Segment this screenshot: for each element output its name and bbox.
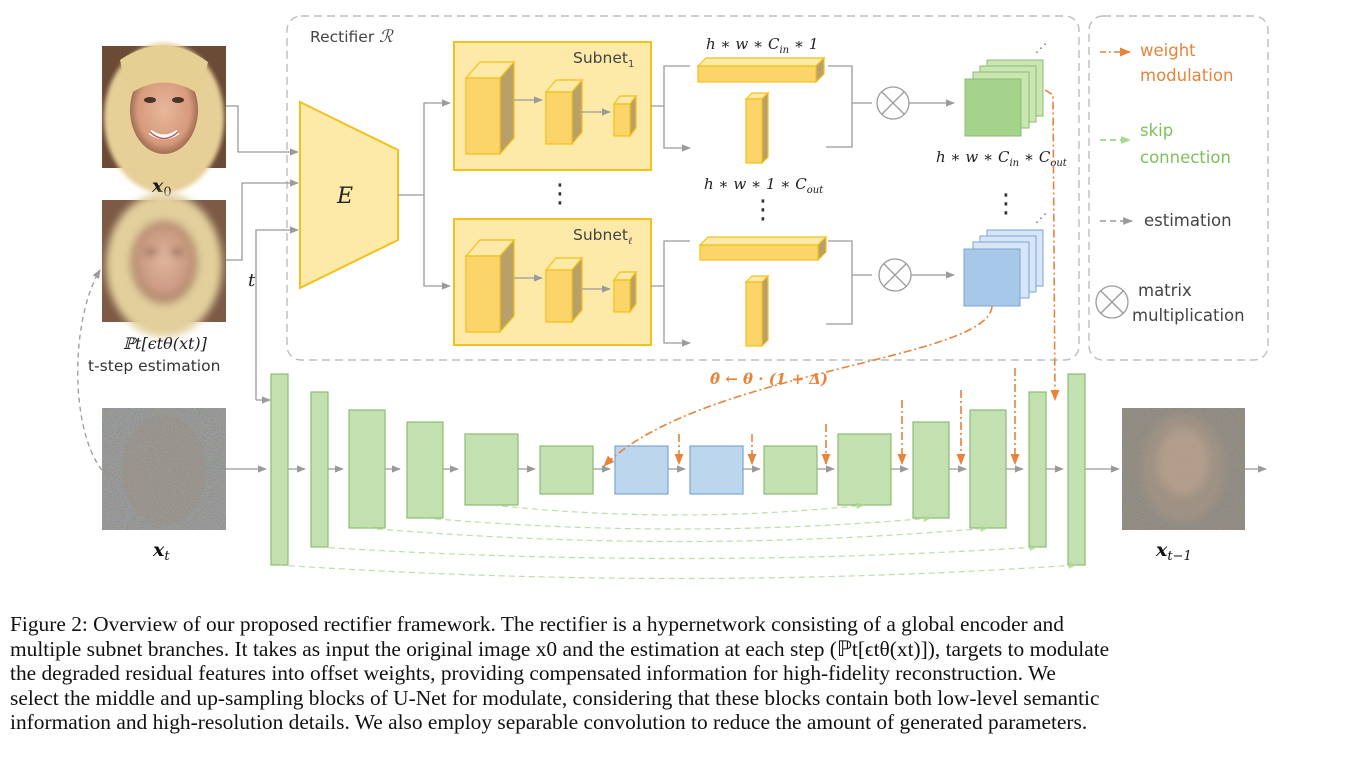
encoder-to-subnetl-arrow (423, 195, 451, 290)
blue-weight-stack (963, 229, 1044, 307)
dims-row-label: h ∗ w ∗ Cin ∗ 1 (706, 35, 818, 56)
unet-block-down-2 (310, 391, 329, 548)
caption-line-5: information and high-resolution details.… (10, 710, 1088, 735)
svg-text:weight: weight (1140, 41, 1196, 60)
green-stack-dots: ⋰ (1035, 41, 1047, 55)
column-kernel-l (744, 274, 770, 348)
encoder-to-subnet1-arrow (398, 99, 451, 196)
svg-text:estimation: estimation (1144, 211, 1232, 230)
unet-block-down-1 (270, 373, 289, 566)
unet-block-down-4 (406, 421, 444, 519)
merge-l (826, 240, 872, 325)
caption-line-2: multiple subnet branches. It takes as in… (10, 636, 1110, 661)
dims-full-label: h ∗ w ∗ Cin ∗ Cout (936, 148, 1068, 169)
unet-block-down-3 (348, 409, 386, 529)
unet-block-up-2 (837, 433, 892, 506)
update-formula: θ̂ ← θ · (1 + Δ) (710, 370, 828, 388)
svg-text:modulation: modulation (1140, 66, 1233, 85)
legend-box (1088, 15, 1269, 361)
unet-block-up-1 (763, 445, 818, 495)
subnet-l: Subnetℓ (453, 218, 652, 346)
estimation-image (102, 193, 226, 337)
unet-block-up-4 (969, 409, 1007, 529)
rectifier-box (286, 15, 1080, 361)
caption-line-3: the degraded residual features into offs… (10, 661, 1056, 686)
subnet1-out-arrows (651, 65, 690, 148)
x0-label: x0 (151, 175, 172, 200)
caption-line-1: Figure 2: Overview of our proposed recti… (10, 612, 1064, 636)
subnetl-out-arrows (651, 240, 690, 343)
unet-block-up-5 (1028, 391, 1047, 548)
estimation-arrow-curve (77, 269, 103, 471)
blue-stack-dots: ⋰ (1035, 211, 1047, 225)
output-image-xt-1 (1122, 408, 1245, 530)
estimation-formula: ℙt[ϵtθ(xt)] (123, 334, 208, 353)
kernel-vdots: ⋮ (750, 195, 776, 225)
multiply-circle-l (878, 258, 912, 292)
t-label: t (248, 270, 256, 291)
svg-text:matrix: matrix (1138, 281, 1192, 300)
unet-block-down-5 (464, 433, 519, 506)
svg-text:connection: connection (1140, 148, 1231, 167)
noisy-image-xt (102, 408, 226, 530)
x0-to-encoder-arrow (226, 105, 299, 156)
rectifier-label: Rectifier ℛ (310, 27, 394, 47)
row-kernel-1 (696, 56, 826, 84)
legend-estimation: estimation (1100, 211, 1232, 230)
subnet-l-label: Subnetℓ (573, 226, 632, 247)
legend-matrix-multiplication: matrix multiplication (1095, 281, 1245, 325)
unet-block-up-6 (1067, 373, 1086, 566)
estimation-to-encoder-arrow (226, 179, 299, 261)
svg-text:multiplication: multiplication (1132, 306, 1245, 325)
subnet-vdots: ⋮ (547, 179, 573, 209)
legend-weight-modulation: weight modulation (1100, 41, 1233, 85)
encoder-label: E (336, 184, 353, 209)
estimation-caption: t-step estimation (88, 357, 220, 375)
unet-block-down-6 (539, 445, 594, 495)
multiply-circle-1 (876, 86, 910, 120)
input-image-x0 (102, 43, 226, 193)
skip-connections (278, 502, 1077, 580)
encoder-E (299, 100, 399, 290)
rectifier-framework-diagram: Rectifier ℛ x0 ℙt[ϵtθ(xt)] t-step estima… (77, 15, 1269, 580)
row-kernel-l (698, 235, 828, 262)
dims-col-label: h ∗ w ∗ 1 ∗ Cout (704, 175, 824, 196)
xt-label: xt (152, 539, 170, 564)
unet-block-up-3 (912, 421, 950, 519)
subnet-1: Subnet1 (453, 41, 652, 171)
unet-block-mid-2 (689, 445, 744, 495)
figure-caption: Figure 2: Overview of our proposed recti… (10, 612, 1335, 735)
merge-1 (826, 65, 872, 148)
legend-skip-connection: skip connection (1100, 121, 1231, 167)
weight-modulation-arrows (603, 89, 1060, 467)
t-to-encoder-arrow (255, 226, 299, 400)
green-weight-stack (964, 59, 1044, 137)
stack-vdots: ⋮ (993, 189, 1019, 219)
svg-text:skip: skip (1140, 121, 1173, 140)
caption-line-4: select the middle and up-sampling blocks… (10, 685, 1100, 710)
subnet-1-label: Subnet1 (573, 49, 634, 70)
column-kernel-1 (744, 91, 770, 165)
unet-block-mid-1 (614, 445, 669, 495)
xt-1-label: xt−1 (1155, 539, 1192, 564)
